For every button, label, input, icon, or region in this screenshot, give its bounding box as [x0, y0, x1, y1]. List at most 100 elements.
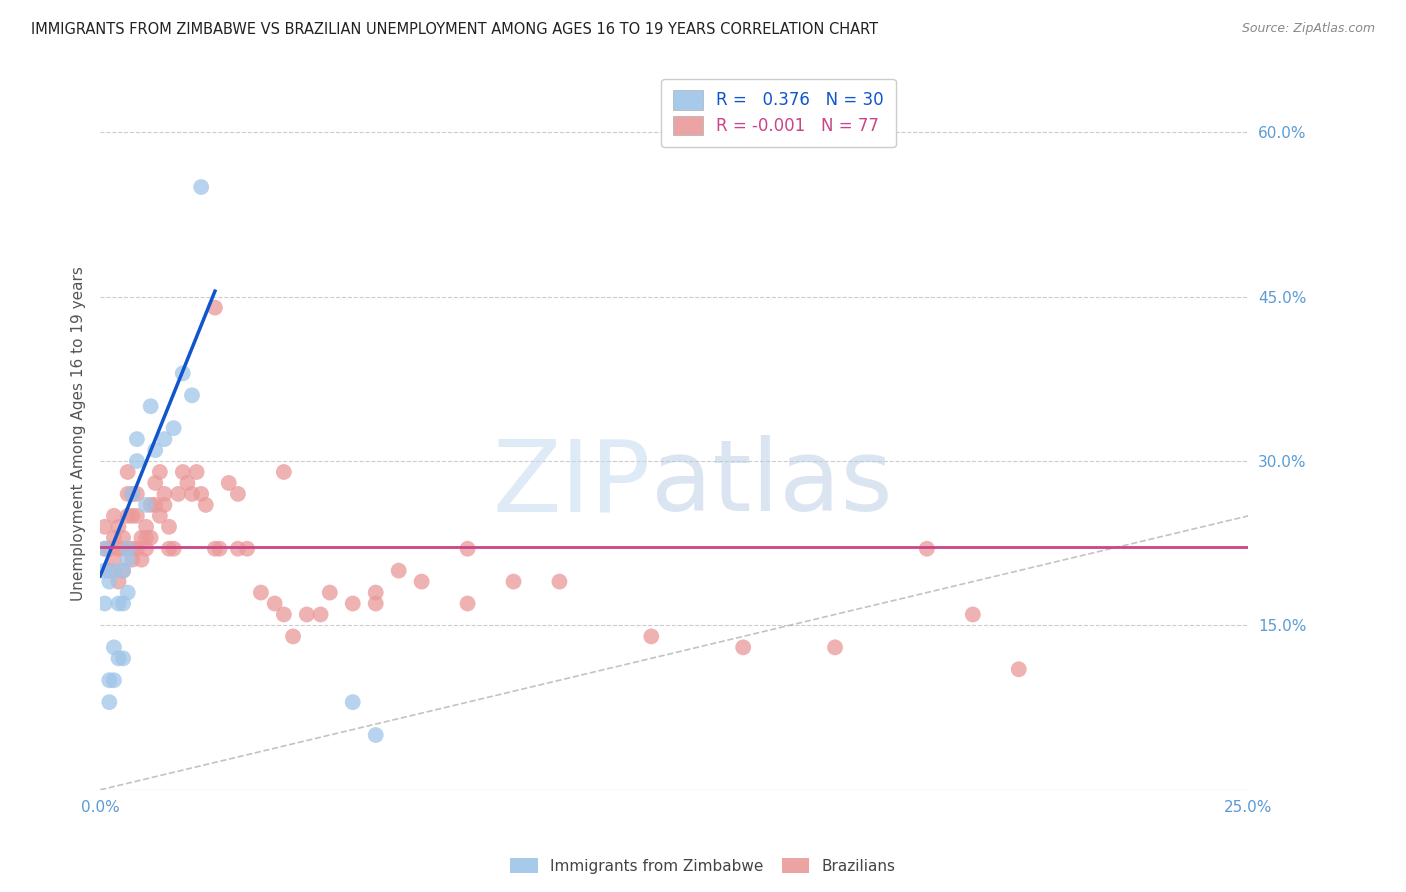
Point	[135, 531, 157, 545]
Point	[103, 552, 125, 566]
Point	[93, 597, 115, 611]
Point	[135, 498, 157, 512]
Point	[112, 651, 135, 665]
Point	[162, 541, 184, 556]
Point	[93, 541, 115, 556]
Point	[411, 574, 433, 589]
Point	[98, 574, 121, 589]
Point	[236, 541, 259, 556]
Point	[162, 421, 184, 435]
Point	[218, 475, 240, 490]
Point	[125, 508, 148, 523]
Point	[309, 607, 332, 622]
Point	[117, 465, 139, 479]
Point	[117, 487, 139, 501]
Point	[194, 498, 217, 512]
Point	[226, 541, 249, 556]
Point	[139, 498, 162, 512]
Point	[117, 541, 139, 556]
Point	[121, 552, 143, 566]
Point	[176, 475, 198, 490]
Legend: R =   0.376   N = 30, R = -0.001   N = 77: R = 0.376 N = 30, R = -0.001 N = 77	[661, 78, 896, 147]
Text: ZIP: ZIP	[494, 435, 651, 532]
Point	[153, 487, 176, 501]
Point	[107, 541, 129, 556]
Point	[98, 541, 121, 556]
Point	[172, 367, 194, 381]
Point	[319, 585, 342, 599]
Point	[388, 564, 411, 578]
Point	[131, 552, 153, 566]
Text: Source: ZipAtlas.com: Source: ZipAtlas.com	[1241, 22, 1375, 36]
Point	[93, 520, 115, 534]
Point	[98, 673, 121, 688]
Point	[139, 531, 162, 545]
Point	[125, 541, 148, 556]
Point	[117, 552, 139, 566]
Point	[103, 673, 125, 688]
Point	[149, 508, 172, 523]
Point	[135, 520, 157, 534]
Point	[107, 520, 129, 534]
Point	[167, 487, 190, 501]
Point	[204, 301, 226, 315]
Point	[181, 487, 204, 501]
Point	[733, 640, 755, 655]
Point	[112, 564, 135, 578]
Point	[125, 432, 148, 446]
Point	[139, 399, 162, 413]
Point	[186, 465, 208, 479]
Point	[121, 487, 143, 501]
Point	[153, 432, 176, 446]
Point	[143, 498, 166, 512]
Point	[640, 629, 662, 643]
Point	[93, 564, 115, 578]
Point	[117, 508, 139, 523]
Point	[273, 465, 295, 479]
Point	[103, 564, 125, 578]
Point	[548, 574, 571, 589]
Point	[103, 531, 125, 545]
Point	[342, 695, 364, 709]
Point	[135, 541, 157, 556]
Point	[149, 465, 172, 479]
Point	[181, 388, 204, 402]
Point	[824, 640, 846, 655]
Point	[457, 541, 479, 556]
Point	[121, 508, 143, 523]
Point	[112, 564, 135, 578]
Point	[364, 728, 387, 742]
Point	[117, 585, 139, 599]
Point	[112, 541, 135, 556]
Point	[112, 597, 135, 611]
Point	[98, 564, 121, 578]
Point	[295, 607, 318, 622]
Point	[208, 541, 231, 556]
Text: IMMIGRANTS FROM ZIMBABWE VS BRAZILIAN UNEMPLOYMENT AMONG AGES 16 TO 19 YEARS COR: IMMIGRANTS FROM ZIMBABWE VS BRAZILIAN UN…	[31, 22, 879, 37]
Legend: Immigrants from Zimbabwe, Brazilians: Immigrants from Zimbabwe, Brazilians	[505, 852, 901, 880]
Point	[273, 607, 295, 622]
Point	[107, 597, 129, 611]
Point	[190, 180, 212, 194]
Point	[112, 531, 135, 545]
Point	[342, 597, 364, 611]
Point	[364, 597, 387, 611]
Point	[915, 541, 938, 556]
Point	[226, 487, 249, 501]
Point	[1008, 662, 1031, 676]
Point	[125, 487, 148, 501]
Point	[131, 531, 153, 545]
Y-axis label: Unemployment Among Ages 16 to 19 years: Unemployment Among Ages 16 to 19 years	[72, 266, 86, 601]
Point	[103, 508, 125, 523]
Point	[153, 498, 176, 512]
Point	[962, 607, 984, 622]
Point	[93, 541, 115, 556]
Point	[364, 585, 387, 599]
Point	[98, 695, 121, 709]
Point	[121, 541, 143, 556]
Point	[502, 574, 524, 589]
Point	[263, 597, 285, 611]
Point	[204, 541, 226, 556]
Point	[157, 520, 180, 534]
Point	[157, 541, 180, 556]
